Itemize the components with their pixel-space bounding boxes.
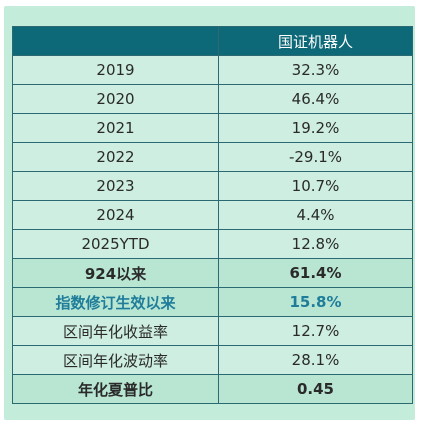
table-row: 2020 46.4%	[12, 84, 413, 114]
row-value: 15.8%	[218, 287, 413, 317]
table-row: 2025YTD 12.8%	[12, 229, 413, 259]
table-row-highlight: 924以来 61.4%	[12, 258, 413, 288]
row-label: 2025YTD	[12, 229, 219, 259]
row-label: 2024	[12, 200, 219, 230]
row-value: 61.4%	[218, 258, 413, 288]
table-row: 2022 -29.1%	[12, 142, 413, 172]
table-row: 2019 32.3%	[12, 55, 413, 85]
header-index-name: 国证机器人	[218, 26, 413, 56]
table-row-highlight: 年化夏普比 0.45	[12, 374, 413, 404]
row-label: 924以来	[12, 258, 219, 288]
header-label-cell	[12, 26, 219, 56]
table-row: 区间年化波动率 28.1%	[12, 345, 413, 375]
row-value: 19.2%	[218, 113, 413, 143]
row-label: 2022	[12, 142, 219, 172]
table-row: 区间年化收益率 12.7%	[12, 316, 413, 346]
table-row: 2021 19.2%	[12, 113, 413, 143]
row-value: 32.3%	[218, 55, 413, 85]
row-label: 区间年化收益率	[12, 316, 219, 346]
row-value: 0.45	[218, 374, 413, 404]
row-value: -29.1%	[218, 142, 413, 172]
row-value: 46.4%	[218, 84, 413, 114]
row-value: 12.7%	[218, 316, 413, 346]
table-row: 2023 10.7%	[12, 171, 413, 201]
row-label: 2019	[12, 55, 219, 85]
row-label: 2021	[12, 113, 219, 143]
row-label: 指数修订生效以来	[12, 287, 219, 317]
row-value: 10.7%	[218, 171, 413, 201]
row-label: 2020	[12, 84, 219, 114]
row-value: 12.8%	[218, 229, 413, 259]
row-label: 区间年化波动率	[12, 345, 219, 375]
row-label: 2023	[12, 171, 219, 201]
table-row-highlight: 指数修订生效以来 15.8%	[12, 287, 413, 317]
returns-table: 国证机器人 2019 32.3% 2020 46.4% 2021 19.2% 2…	[12, 26, 413, 404]
table-header-row: 国证机器人	[12, 26, 413, 56]
table-row: 2024 4.4%	[12, 200, 413, 230]
row-value: 28.1%	[218, 345, 413, 375]
row-label: 年化夏普比	[12, 374, 219, 404]
row-value: 4.4%	[218, 200, 413, 230]
